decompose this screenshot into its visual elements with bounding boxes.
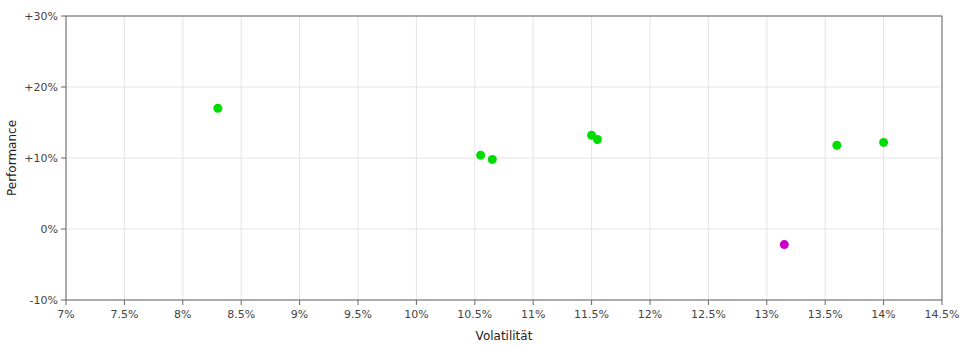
tick-label-x: 9.5% — [344, 308, 372, 321]
tick-label-x: 14.5% — [925, 308, 960, 321]
tick-x — [883, 300, 884, 305]
tick-x — [533, 300, 534, 305]
tick-label-x: 7.5% — [110, 308, 138, 321]
tick-x — [299, 300, 300, 305]
tick-label-x: 10.5% — [457, 308, 492, 321]
tick-x — [182, 300, 183, 305]
tick-label-x: 13% — [755, 308, 779, 321]
grid-line-y — [66, 87, 942, 88]
tick-label-x: 10% — [404, 308, 428, 321]
scatter-point — [488, 155, 497, 164]
tick-label-x: 12% — [638, 308, 662, 321]
y-axis-label: Performance — [5, 120, 19, 196]
scatter-point — [780, 240, 789, 249]
chart-container: 7% 7.5% 8% 8.5% 9% 9.5% 10% 10.5% 11% 11.5% 12% 12.… — [0, 0, 966, 350]
tick-x — [766, 300, 767, 305]
tick-x — [66, 300, 67, 305]
tick-label-y: +10% — [24, 152, 58, 165]
tick-label-x: 11.5% — [574, 308, 609, 321]
tick-y — [61, 87, 66, 88]
tick-x — [650, 300, 651, 305]
tick-label-x: 8% — [174, 308, 191, 321]
scatter-point — [832, 141, 841, 150]
tick-label-y: 0% — [41, 223, 58, 236]
tick-x — [591, 300, 592, 305]
scatter-point — [879, 138, 888, 147]
tick-y — [61, 158, 66, 159]
tick-x — [474, 300, 475, 305]
scatter-point — [476, 151, 485, 160]
tick-label-x: 9% — [291, 308, 308, 321]
tick-x — [358, 300, 359, 305]
plot-frame — [66, 16, 942, 300]
chart-svg: 7% 7.5% 8% 8.5% 9% 9.5% 10% 10.5% 11% 11.5% 12% 12.… — [0, 0, 966, 350]
tick-label-x: 8.5% — [227, 308, 255, 321]
grid-line-y — [66, 229, 942, 230]
tick-x — [124, 300, 125, 305]
tick-label-x: 14% — [871, 308, 895, 321]
scatter-point — [593, 135, 602, 144]
points — [213, 104, 888, 249]
x-axis-label: Volatilität — [476, 329, 533, 343]
tick-y — [61, 300, 66, 301]
scatter-point — [213, 104, 222, 113]
tick-label-x: 12.5% — [691, 308, 726, 321]
tick-x — [241, 300, 242, 305]
tick-label-y: -10% — [30, 294, 58, 307]
tick-x — [942, 300, 943, 305]
tick-x — [825, 300, 826, 305]
axes: 7% 7.5% 8% 8.5% 9% 9.5% 10% 10.5% 11% 11.5% 12% 12.… — [5, 10, 959, 343]
tick-y — [61, 16, 66, 17]
tick-y — [61, 229, 66, 230]
grid-line-y — [66, 158, 942, 159]
tick-label-y: +30% — [24, 10, 58, 23]
tick-x — [416, 300, 417, 305]
grid — [66, 16, 942, 300]
tick-x — [708, 300, 709, 305]
tick-label-x: 11% — [521, 308, 545, 321]
tick-label-x: 13.5% — [808, 308, 843, 321]
tick-label-x: 7% — [57, 308, 74, 321]
tick-label-y: +20% — [24, 81, 58, 94]
